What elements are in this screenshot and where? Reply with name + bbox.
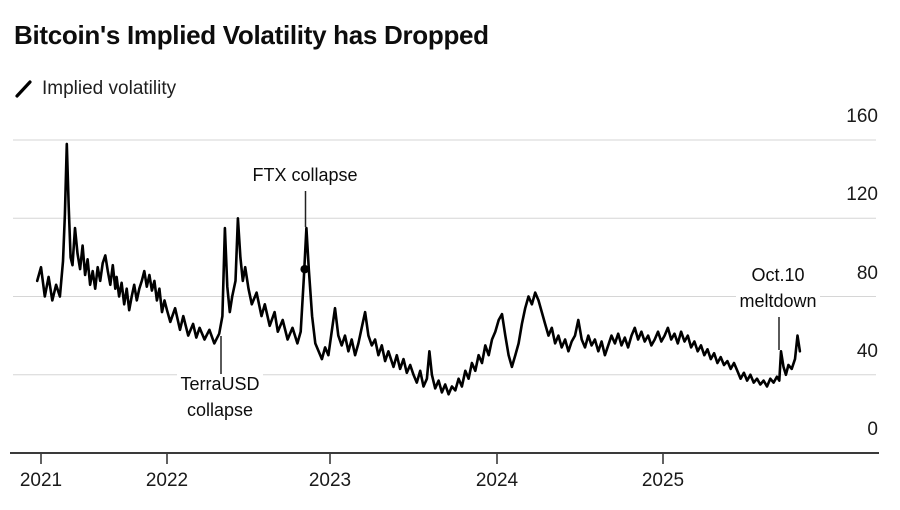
x-tick-label-2025: 2025 — [641, 470, 685, 491]
line-slash-icon — [14, 79, 34, 99]
y-tick-label-0: 0 — [867, 419, 878, 440]
annotation-terrausd-collapse: TerraUSD collapse — [140, 371, 300, 423]
x-tick-label-2021: 2021 — [19, 470, 63, 491]
annotation-text: Oct.10 — [748, 265, 808, 285]
ftx-point-marker — [300, 264, 310, 274]
y-tick-label-80: 80 — [856, 262, 878, 284]
y-tick-label-160: 160 — [846, 106, 878, 127]
annotation-text: FTX collapse — [249, 165, 361, 185]
legend: Implied volatility — [14, 78, 176, 100]
implied-volatility-line — [35, 142, 802, 396]
annotation-text: collapse — [183, 400, 257, 420]
x-tick-label-2022: 2022 — [145, 470, 189, 491]
annotation-ftx-collapse: FTX collapse — [225, 162, 385, 188]
legend-series-label: Implied volatility — [42, 78, 177, 99]
y-tick-label-40: 40 — [856, 340, 878, 362]
x-tick-label-2024: 2024 — [475, 470, 519, 491]
page-title: Bitcoin's Implied Volatility has Dropped — [14, 20, 489, 50]
x-tick-label-2023: 2023 — [308, 470, 352, 491]
annotation-oct10-meltdown: Oct.10 meltdown — [698, 262, 858, 314]
annotation-text: meltdown — [736, 291, 820, 311]
y-tick-label-120: 120 — [846, 184, 878, 206]
annotation-text: TerraUSD — [177, 374, 263, 394]
